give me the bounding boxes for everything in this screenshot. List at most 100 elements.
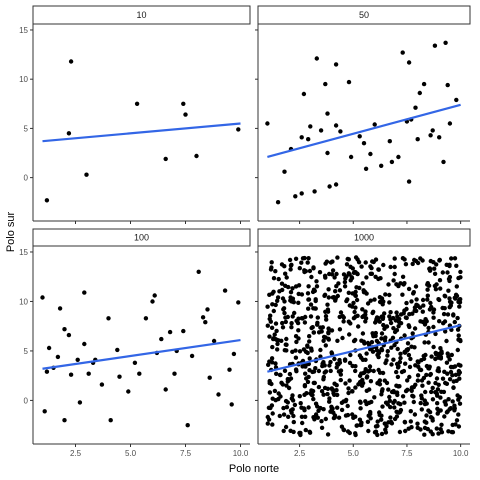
data-point [351,338,357,344]
data-point [274,371,279,376]
data-point [458,337,463,343]
data-point [311,265,316,270]
data-point [363,166,369,171]
panel-50: 50 [255,5,471,224]
data-point [299,191,304,196]
data-point [415,303,420,308]
data-point [426,283,432,288]
data-point [364,388,369,393]
data-point [298,401,303,406]
data-point [426,408,431,413]
data-point [319,419,324,424]
facet-strip-label: 100 [134,233,149,243]
regression-line [267,324,461,373]
data-point [408,356,413,362]
data-point [281,412,287,417]
data-point [302,408,307,413]
data-point [310,369,315,375]
data-point [86,371,91,376]
data-point [433,331,438,337]
data-point [62,327,67,332]
data-point [370,259,375,264]
data-point [301,347,307,352]
data-point [285,314,290,320]
data-point [296,300,301,305]
data-point [427,266,433,271]
data-point [356,382,361,387]
data-point [321,407,326,412]
data-point [377,319,382,324]
data-point [447,274,453,280]
data-point [338,129,343,134]
data-point [361,370,366,376]
data-point [367,368,373,373]
data-point [334,365,339,370]
facet-strip-label: 10 [136,10,146,20]
data-point [437,351,442,357]
data-point [340,335,345,341]
data-point [68,59,74,64]
data-point [430,432,435,437]
data-point [311,380,316,386]
data-point [454,284,459,289]
data-point [315,315,320,320]
data-point [272,388,278,394]
data-point [422,340,427,345]
data-point [319,425,325,430]
data-point [323,314,329,319]
data-point [426,366,432,371]
data-point [425,297,430,302]
data-point [379,417,384,422]
data-point [44,369,50,374]
data-point [381,299,386,304]
data-point [309,325,314,331]
data-point [363,260,368,265]
data-point [434,426,439,431]
data-point [391,357,396,362]
data-point [271,289,276,294]
data-point [406,179,412,184]
data-point [281,306,287,311]
data-point [291,419,296,425]
data-point [271,276,277,281]
data-point [236,300,241,305]
data-point [354,271,360,276]
data-point [231,351,237,357]
data-point [292,402,298,408]
data-point [353,255,359,260]
data-point [398,321,404,326]
data-point [357,373,363,378]
data-point [84,172,89,177]
data-point [435,387,441,392]
data-point [438,286,443,291]
data-point [281,405,286,411]
data-point [353,385,358,390]
data-point [402,420,408,425]
data-point [291,300,296,305]
data-point [312,189,317,194]
data-point [269,381,274,387]
data-point [398,351,403,356]
data-point [437,278,443,283]
data-point [335,405,340,410]
data-point [307,339,312,344]
data-point [293,355,299,360]
data-point [313,401,319,406]
data-point [332,275,337,280]
data-point [373,429,379,434]
data-point [402,400,407,405]
data-point [448,406,453,411]
data-point [392,416,398,422]
data-point [411,290,416,295]
data-point [391,326,396,331]
data-point [402,281,407,286]
data-point [374,315,380,320]
data-point [363,399,368,404]
data-point [289,325,294,330]
y-axis-title: Polo sur [5,211,17,252]
panel-1000: 1000 2.5 5.0 7.5 10.0 [255,228,471,458]
data-point [172,371,177,376]
data-point [108,418,113,423]
data-point [294,369,299,374]
data-point [346,390,351,396]
